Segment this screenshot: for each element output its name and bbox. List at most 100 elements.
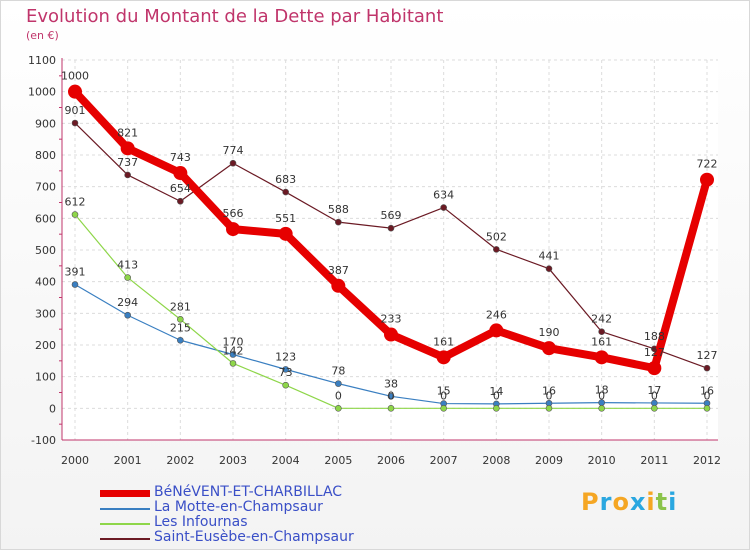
legend-label-les-infournas: Les Infournas [154,514,248,530]
data-point [440,204,447,211]
proxiti-logo: Proxiti [581,488,677,516]
legend-swatch-benevent [100,490,150,497]
x-tick-label: 2006 [377,454,405,467]
legend-item-saint-eusebe: Saint-Eusèbe-en-Champsaur [100,529,380,546]
y-tick-label: 300 [35,307,56,320]
legend-item-la-motte: La Motte-en-Champsaur [100,499,380,516]
data-point [282,366,289,373]
x-tick-label: 2002 [166,454,194,467]
x-tick-label: 2011 [640,454,668,467]
data-point [226,222,240,237]
data-point [594,350,609,365]
legend-item-les-infournas: Les Infournas [100,514,380,531]
y-tick-label: 0 [49,402,56,415]
chart-legend: BéNéVENT-ET-CHARBILLAC La Motte-en-Champ… [100,484,380,546]
data-label: 0 [493,389,500,402]
data-label: 821 [117,126,138,139]
data-label: 0 [335,389,342,402]
data-label: 502 [486,230,507,243]
legend-label-benevent: BéNéVENT-ET-CHARBILLAC [154,484,343,500]
series-1 [71,281,711,408]
logo-letter: P [581,488,600,516]
logo-letter: i [646,488,656,516]
data-point [282,188,289,196]
data-point [387,224,395,232]
data-label: 551 [275,212,296,225]
data-point [545,265,553,272]
x-tick-label: 2012 [693,454,721,467]
data-point [387,405,395,412]
legend-label-la-motte: La Motte-en-Champsaur [154,499,323,515]
x-tick-label: 2001 [114,454,142,467]
x-tick-label: 2009 [535,454,563,467]
data-label: 588 [328,203,349,216]
data-label: 387 [328,264,349,277]
data-label: 413 [117,259,138,272]
data-point [278,226,293,241]
data-point [331,278,346,293]
data-label: 161 [433,335,454,348]
y-tick-label: -100 [31,434,56,447]
data-point [71,211,79,218]
data-point [703,364,711,372]
data-label: 612 [65,196,86,209]
data-label: 233 [381,313,402,326]
logo-letter: i [668,488,678,516]
data-point [493,246,500,253]
data-label: 683 [275,173,296,186]
data-label: 142 [223,344,244,357]
data-point [700,172,714,187]
data-point [335,380,342,387]
series-0 [68,84,714,376]
data-label: 123 [275,350,296,363]
data-label: 0 [440,389,447,402]
data-point [177,336,184,344]
series-2 [71,211,711,412]
legend-label-saint-eusebe: Saint-Eusèbe-en-Champsaur [154,529,354,545]
data-label: 294 [117,296,138,309]
data-label: 246 [486,308,507,321]
legend-swatch-les-infournas [100,523,150,525]
data-label: 190 [539,326,560,339]
legend-swatch-la-motte [100,508,150,510]
data-label: 0 [388,389,395,402]
data-label: 15 [437,385,451,398]
y-tick-label: 800 [35,149,56,162]
data-label: 188 [644,330,665,343]
data-point [335,218,342,226]
data-label: 901 [65,104,86,117]
y-tick-label: 100 [35,371,56,384]
data-point [124,311,131,319]
data-label: 634 [433,189,454,202]
x-tick-label: 2004 [272,454,300,467]
data-label: 215 [170,321,191,334]
data-label: 737 [117,156,138,169]
data-label: 281 [170,300,191,313]
data-label: 391 [65,266,86,279]
data-point [493,405,500,412]
data-point [173,166,188,181]
data-point [124,171,131,179]
y-tick-label: 700 [35,181,56,194]
data-label: 774 [223,144,244,157]
data-label: 161 [591,335,612,348]
x-tick-label: 2003 [219,454,247,467]
legend-item-benevent: BéNéVENT-ET-CHARBILLAC [100,484,380,501]
data-point [598,328,605,336]
chart-subtitle: (en €) [26,29,59,42]
y-tick-label: 200 [35,339,56,352]
data-label: 17 [647,384,661,397]
data-label: 73 [279,366,293,379]
data-point [598,405,605,412]
data-label: 16 [542,384,556,397]
data-label: 170 [223,336,244,349]
x-tick-label: 2005 [324,454,352,467]
data-point [229,159,237,167]
data-label: 569 [381,209,402,222]
data-point [387,392,395,400]
data-point [177,197,184,205]
y-tick-label: 1000 [28,86,56,99]
data-point [71,281,79,288]
data-label: 78 [331,365,345,378]
data-label: 0 [704,389,711,402]
